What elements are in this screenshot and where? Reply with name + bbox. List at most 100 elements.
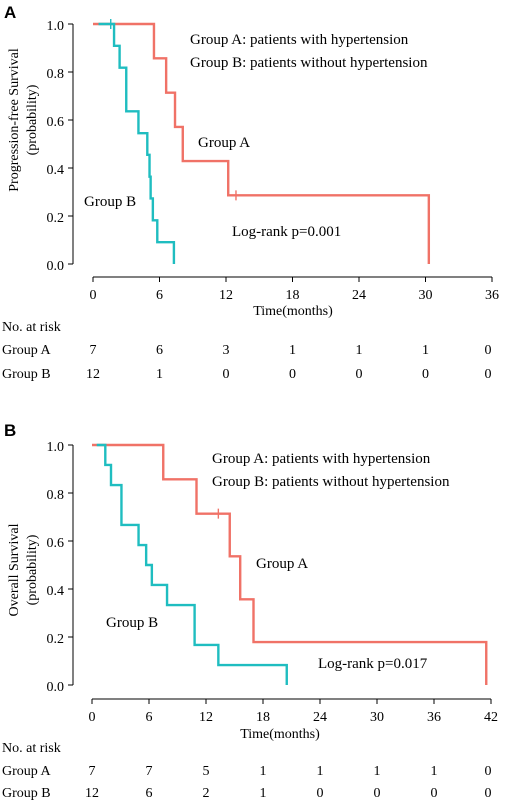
panel-b-risk-cell: 0: [485, 764, 492, 779]
panel-b-y-tick-label: 0.4: [47, 584, 65, 599]
panel-a-y-axis-label-line-2: (probability): [25, 84, 40, 155]
panel-a-risk-cell: 7: [90, 343, 97, 358]
panel-a-y-axis-label-line-1: Progression-free Survival: [7, 48, 22, 192]
panel-b-group-b-label: Group B: [106, 615, 158, 631]
panel-b-risk-cell: 2: [203, 786, 210, 801]
panel-b-risk-cell: 0: [317, 786, 324, 801]
panel-letter-a: A: [4, 3, 16, 22]
panel-b-x-tick-label: 24: [313, 710, 327, 725]
panel-a-axes: [68, 23, 493, 282]
panel-a-risk-row-label: Group A: [2, 343, 52, 358]
panel-b-risk-cell: 1: [260, 764, 267, 779]
panel-b-y-axis-label-line-2: (probability): [25, 534, 40, 605]
panel-b-risk-cell: 0: [431, 786, 438, 801]
panel-a-group-a-label: Group A: [198, 135, 250, 151]
panel-b-risk-table: No. at risk Group A Group B 7 7 5 1 1 1 …: [2, 741, 492, 801]
panel-letter-b: B: [4, 421, 16, 440]
panel-b-axes: [68, 444, 492, 704]
panel-b-risk-cell: 12: [85, 786, 99, 801]
panel-b-risk-cell: 5: [203, 764, 210, 779]
panel-a-risk-cell: 0: [485, 343, 492, 358]
panel-b-group-a-survival-curve: [92, 443, 488, 685]
panel-b-risk-cell: 1: [317, 764, 324, 779]
panel-a-risk-row-label: Group B: [2, 367, 51, 382]
panel-a: A Progression-free Survival (probability…: [2, 3, 499, 382]
panel-a-y-tick-label: 0.8: [47, 67, 65, 82]
panel-a-risk-cell: 0: [223, 367, 230, 382]
panel-a-x-tick-label: 6: [156, 288, 163, 303]
panel-b-legend-line-1: Group A: patients with hypertension: [212, 451, 431, 467]
panel-a-group-a-survival-curve: [93, 22, 431, 264]
panel-b-x-tick-label: 6: [146, 710, 153, 725]
panel-b-group-b-survival-curve: [96, 443, 288, 685]
panel-a-risk-cell: 1: [289, 343, 296, 358]
panel-b-legend-line-2: Group B: patients without hypertension: [212, 474, 450, 490]
panel-b-risk-row-label: Group A: [2, 764, 52, 779]
panel-a-group-b-label: Group B: [84, 194, 136, 210]
panel-a-x-tick-labels: 0 6 12 18 24 30 36: [90, 288, 500, 303]
panel-b-risk-cell: 6: [146, 786, 153, 801]
panel-b-x-tick-label: 12: [199, 710, 213, 725]
panel-a-y-tick-label: 0.2: [47, 211, 65, 226]
panel-a-x-axis-label: Time(months): [253, 304, 333, 319]
panel-b-x-axis-label: Time(months): [240, 727, 320, 742]
panel-b-group-a-label: Group A: [256, 556, 308, 572]
panel-b-y-axis-label-line-1: Overall Survival: [7, 523, 22, 616]
panel-a-risk-cell: 1: [356, 343, 363, 358]
panel-a-y-tick-label: 0.0: [47, 259, 65, 274]
panel-b-log-rank-pvalue: Log-rank p=0.017: [318, 656, 428, 672]
panel-b-y-tick-labels: 0.0 0.2 0.4 0.6 0.8 1.0: [47, 440, 65, 695]
panel-b-risk-cell: 1: [260, 786, 267, 801]
panel-b-y-tick-label: 0.2: [47, 632, 65, 647]
panel-b-risk-row-label: Group B: [2, 786, 51, 801]
panel-b-y-axis-label: Overall Survival (probability): [7, 523, 40, 616]
panel-a-risk-cell: 0: [289, 367, 296, 382]
panel-b-x-tick-label: 18: [256, 710, 270, 725]
panel-b-series: [92, 443, 488, 685]
panel-b-risk-cell: 1: [431, 764, 438, 779]
panel-a-risk-cell: 0: [356, 367, 363, 382]
panel-a-risk-cell: 3: [223, 343, 230, 358]
panel-a-y-tick-label: 1.0: [47, 19, 65, 34]
panel-a-risk-cell: 1: [156, 367, 163, 382]
panel-b-y-tick-label: 1.0: [47, 440, 65, 455]
panel-a-x-tick-label: 36: [485, 288, 499, 303]
panel-a-series: [93, 19, 431, 264]
panel-b-legend: Group A: patients with hypertension Grou…: [212, 451, 450, 490]
panel-a-log-rank-pvalue: Log-rank p=0.001: [232, 224, 341, 240]
panel-b-x-tick-labels: 0 6 12 18 24 30 36 42: [89, 710, 499, 725]
panel-b-y-tick-label: 0.0: [47, 680, 65, 695]
panel-a-risk-cell: 1: [422, 343, 429, 358]
panel-b-risk-table-title: No. at risk: [2, 741, 61, 756]
panel-a-legend-line-2: Group B: patients without hypertension: [190, 55, 428, 71]
panel-a-x-tick-label: 18: [286, 288, 300, 303]
panel-a-y-tick-label: 0.6: [47, 115, 65, 130]
panel-a-risk-table-title: No. at risk: [2, 320, 61, 335]
panel-b-risk-cell: 1: [374, 764, 381, 779]
panel-a-y-tick-labels: 0.0 0.2 0.4 0.6 0.8 1.0: [47, 19, 65, 274]
panel-a-legend-line-1: Group A: patients with hypertension: [190, 32, 409, 48]
panel-b-y-tick-label: 0.8: [47, 488, 65, 503]
panel-b: B Overall Survival (probability) 0.0 0.2…: [2, 421, 498, 801]
panel-b-x-tick-label: 30: [370, 710, 384, 725]
panel-a-y-tick-label: 0.4: [47, 163, 65, 178]
panel-a-x-tick-label: 0: [90, 288, 97, 303]
panel-a-risk-cell: 0: [485, 367, 492, 382]
panel-a-y-axis-label: Progression-free Survival (probability): [7, 48, 40, 192]
panel-a-legend: Group A: patients with hypertension Grou…: [190, 32, 428, 71]
panel-b-y-tick-label: 0.6: [47, 536, 65, 551]
panel-a-x-tick-label: 24: [352, 288, 366, 303]
panel-b-x-tick-label: 36: [427, 710, 441, 725]
panel-a-x-tick-label: 12: [219, 288, 233, 303]
panel-b-risk-cell: 7: [89, 764, 96, 779]
panel-a-group-b-survival-curve: [98, 22, 176, 264]
panel-a-x-tick-label: 30: [419, 288, 433, 303]
panel-b-risk-cell: 0: [485, 786, 492, 801]
panel-a-risk-cell: 12: [86, 367, 100, 382]
panel-a-risk-cell: 6: [156, 343, 163, 358]
panel-a-risk-cell: 0: [422, 367, 429, 382]
panel-b-risk-cell: 0: [374, 786, 381, 801]
panel-b-x-tick-label: 0: [89, 710, 96, 725]
panel-b-x-tick-label: 42: [484, 710, 498, 725]
